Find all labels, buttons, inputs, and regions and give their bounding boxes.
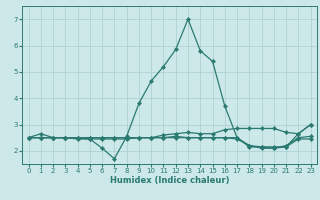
X-axis label: Humidex (Indice chaleur): Humidex (Indice chaleur) bbox=[110, 176, 229, 185]
